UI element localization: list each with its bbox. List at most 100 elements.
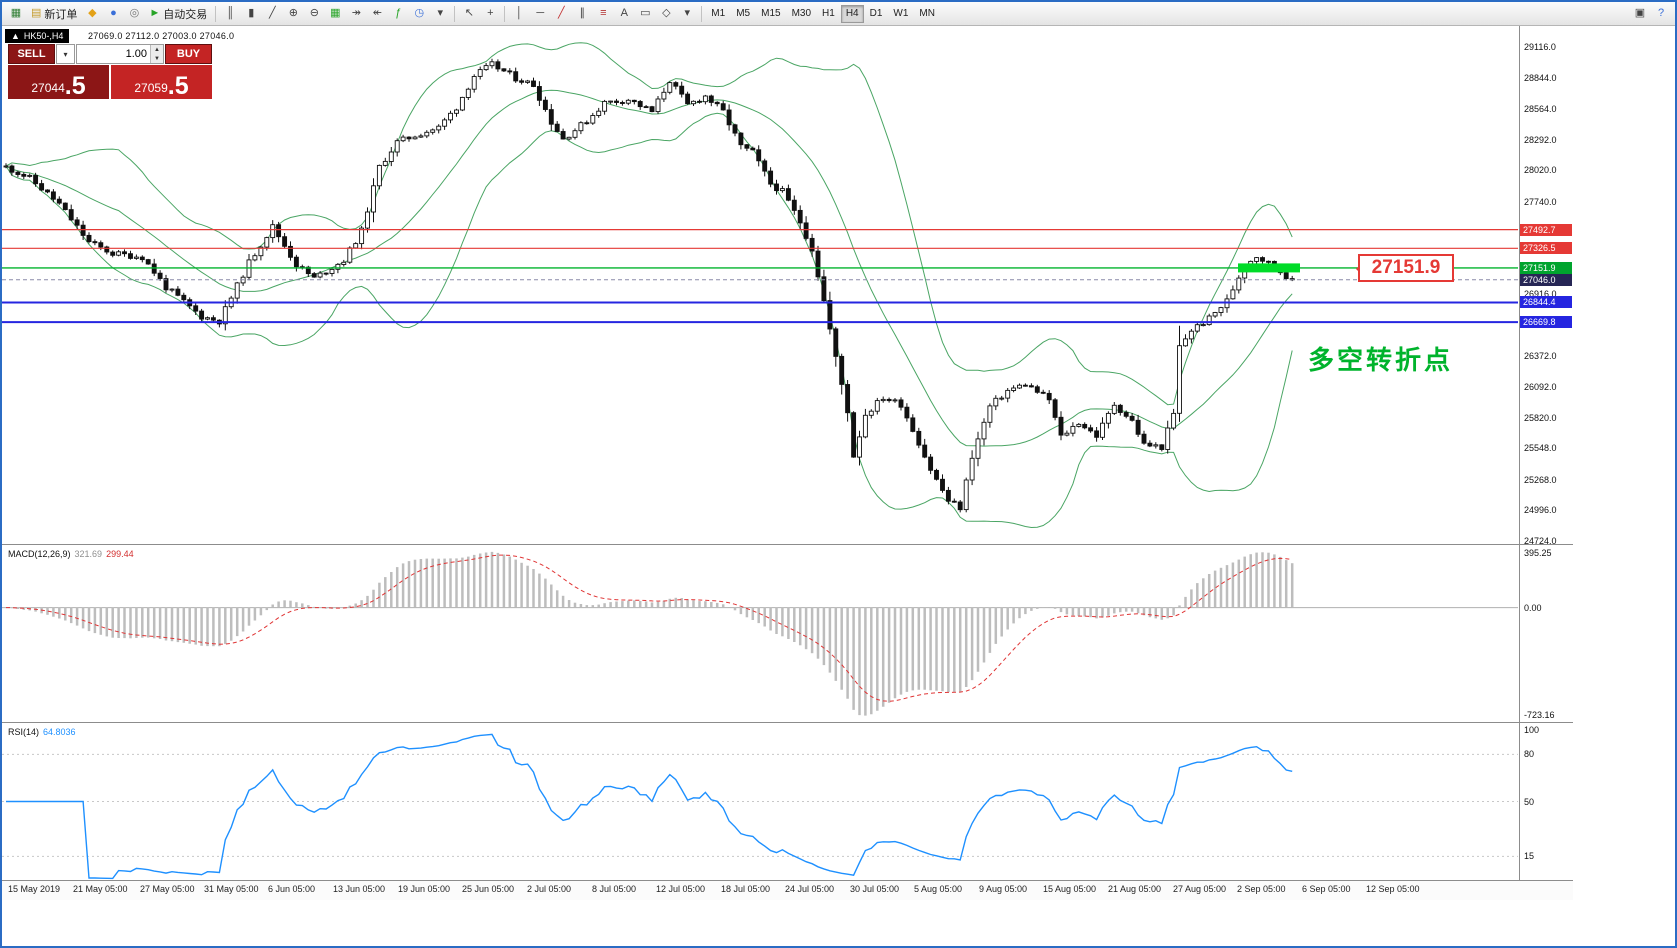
date-label: 24 Jul 05:00 xyxy=(785,884,835,894)
rsi-indicator-pane[interactable] xyxy=(2,723,1518,880)
cursor-icon: ↖ xyxy=(464,7,474,19)
macd-indicator-pane[interactable] xyxy=(2,545,1518,722)
axis-tick-label: 28844.0 xyxy=(1524,72,1557,83)
volume-down-button[interactable]: ▼ xyxy=(151,54,163,63)
navigator-button[interactable]: ● xyxy=(103,4,123,24)
bar-chart-button[interactable]: ║ xyxy=(220,4,240,24)
date-label: 27 May 05:00 xyxy=(140,884,195,894)
indicators-button[interactable]: ƒ xyxy=(388,4,408,24)
price-axis-border xyxy=(1519,26,1520,880)
price-badge: 26844.4 xyxy=(1520,296,1572,309)
candlestick-chart-icon: ▮ xyxy=(248,7,255,19)
label-icon: ▭ xyxy=(640,7,651,19)
date-label: 13 Jun 05:00 xyxy=(333,884,386,894)
price-badge: 27326.5 xyxy=(1520,242,1572,255)
one-click-trading-panel: SELL ▾ ▲ ▼ BUY 27044.5 27059.5 xyxy=(8,44,212,99)
date-label: 2 Jul 05:00 xyxy=(527,884,572,894)
timeframe-button-m15[interactable]: M15 xyxy=(756,5,785,23)
market-watch-icon: ◆ xyxy=(88,7,97,19)
chart-note-text[interactable]: 多空转折点 xyxy=(1308,346,1454,376)
chart-symbol-tab[interactable]: ▲ HK50-,H4 xyxy=(5,29,70,43)
timeframe-button-d1[interactable]: D1 xyxy=(865,5,888,23)
text-button[interactable]: A xyxy=(614,4,634,24)
date-label: 6 Sep 05:00 xyxy=(1302,884,1351,894)
pane-separator[interactable] xyxy=(2,722,1573,723)
trendline-button[interactable]: ╱ xyxy=(551,4,571,24)
label-button[interactable]: ▭ xyxy=(635,4,655,24)
axis-tick-label: 29116.0 xyxy=(1524,42,1556,53)
price-axis[interactable]: 29116.0 28844.0 28564.0 28292.0 28020.0 27740… xyxy=(1520,26,1630,900)
volume-up-button[interactable]: ▲ xyxy=(151,45,163,54)
periods-button[interactable]: ◷ xyxy=(409,4,429,24)
timeframe-button-h4[interactable]: H4 xyxy=(840,4,864,23)
trendline-icon: ╱ xyxy=(557,7,565,19)
price-callout[interactable]: 27151.9 xyxy=(1356,254,1454,282)
channel-icon: ∥ xyxy=(579,7,586,19)
autotrading-button[interactable]: ► 自动交易 xyxy=(145,4,211,24)
price-badge: 27151.9 xyxy=(1520,261,1572,274)
timeframe-button-mn[interactable]: MN xyxy=(914,5,940,23)
axis-tick-label: 80 xyxy=(1524,749,1535,760)
zoom-in-icon: ⊕ xyxy=(288,7,298,19)
candlestick-chart[interactable] xyxy=(2,26,1518,544)
sell-button[interactable]: SELL xyxy=(8,44,55,64)
auto-scroll-button[interactable]: ↠ xyxy=(346,4,366,24)
time-axis-border xyxy=(2,880,1573,881)
shapes-button[interactable]: ◇ xyxy=(656,4,676,24)
rsi-indicator-label: RSI(14) 64.8036 xyxy=(8,727,76,737)
line-chart-button[interactable]: ╱ xyxy=(262,4,282,24)
candlestick-chart-button[interactable]: ▮ xyxy=(241,4,261,24)
shapes-caret[interactable]: ▾ xyxy=(677,4,697,24)
timeframe-button-m30[interactable]: M30 xyxy=(787,5,816,23)
axis-tick-label: 28020.0 xyxy=(1524,165,1557,176)
help-button[interactable]: ? xyxy=(1651,4,1671,24)
channel-button[interactable]: ∥ xyxy=(572,4,592,24)
timeframe-button-h1[interactable]: H1 xyxy=(817,5,840,23)
date-label: 15 Aug 05:00 xyxy=(1043,884,1097,894)
window-arrange-icon: ▣ xyxy=(1634,7,1646,19)
vertical-line-button[interactable]: │ xyxy=(509,4,529,24)
timeframe-button-w1[interactable]: W1 xyxy=(888,5,913,23)
date-label: 12 Sep 05:00 xyxy=(1366,884,1420,894)
price-badge: 27492.7 xyxy=(1520,223,1572,236)
buy-button[interactable]: BUY xyxy=(165,44,212,64)
new-order-button[interactable]: ▤ 新订单 xyxy=(27,4,81,24)
tile-windows-icon: ▦ xyxy=(330,7,341,19)
navigator-icon: ● xyxy=(110,7,117,19)
zoom-out-icon: ⊖ xyxy=(309,7,319,19)
market-watch-button[interactable]: ◆ xyxy=(82,4,102,24)
time-axis[interactable]: 15 May 2019 21 May 05:00 27 May 05:00 31 Ma… xyxy=(2,881,1573,900)
zoom-in-button[interactable]: ⊕ xyxy=(283,4,303,24)
axis-tick-label: 27740.0 xyxy=(1524,196,1557,207)
history-center-button[interactable]: ◎ xyxy=(124,4,144,24)
date-label: 5 Aug 05:00 xyxy=(914,884,963,894)
macd-indicator-label: MACD(12,26,9) 321.69 299.44 xyxy=(8,549,134,559)
tile-windows-button[interactable]: ▦ xyxy=(325,4,345,24)
buy-price-button[interactable]: 27059.5 xyxy=(111,65,212,99)
new-chart-button[interactable]: ▦ xyxy=(6,4,26,24)
zoom-out-button[interactable]: ⊖ xyxy=(304,4,324,24)
pane-separator[interactable] xyxy=(2,544,1573,545)
periods-caret[interactable]: ▾ xyxy=(430,4,450,24)
toolbar-separator xyxy=(454,5,456,22)
cursor-button[interactable]: ↖ xyxy=(459,4,479,24)
ohlc-values: 27069.0 27112.0 27003.0 27046.0 xyxy=(88,31,235,41)
fibonacci-icon: ≡ xyxy=(600,7,607,19)
date-label: 6 Jun 05:00 xyxy=(268,884,316,894)
fibonacci-button[interactable]: ≡ xyxy=(593,4,613,24)
buy-price-big: .5 xyxy=(167,71,189,100)
horizontal-line-button[interactable]: ─ xyxy=(530,4,550,24)
line-chart-icon: ╱ xyxy=(268,7,276,19)
sell-price-button[interactable]: 27044.5 xyxy=(8,65,109,99)
timeframe-button-m5[interactable]: M5 xyxy=(731,5,755,23)
chart-shift-button[interactable]: ↞ xyxy=(367,4,387,24)
crosshair-button[interactable]: + xyxy=(480,4,500,24)
crosshair-icon: + xyxy=(487,7,494,19)
timeframe-button-m1[interactable]: M1 xyxy=(706,5,730,23)
window-arrange-button[interactable]: ▣ xyxy=(1630,4,1650,24)
vertical-line-icon: │ xyxy=(515,7,523,19)
date-label: 2 Sep 05:00 xyxy=(1237,884,1286,894)
volume-input[interactable] xyxy=(77,45,150,63)
order-type-dropdown[interactable]: ▾ xyxy=(56,44,75,64)
